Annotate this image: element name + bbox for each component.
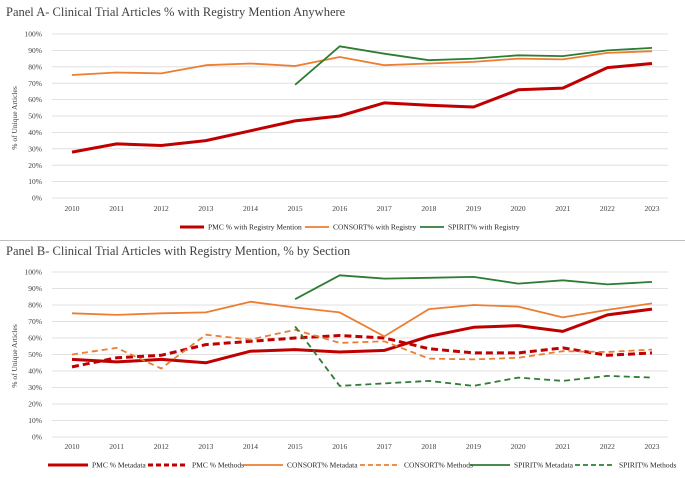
panel-b-x-tick-label: 2021 [555, 442, 570, 451]
panel-b-y-tick-label: 50% [28, 350, 42, 359]
panel-a-legend: PMC % with Registry Mention CONSORT% with… [180, 223, 520, 232]
panel-b-x-tick-labels: 2010 2011 2012 2013 2014 2015 2016 2017 2018 2019… [65, 442, 660, 451]
panel-a-legend-label: SPIRIT% with Registry [448, 223, 520, 232]
panel-b-x-tick-label: 2014 [243, 442, 258, 451]
panel-b-legend-label: PMC % Methods [192, 461, 244, 470]
panel-b-y-tick-label: 80% [28, 301, 42, 310]
panel-b-series-spirit-pct-metadata [294, 274, 653, 300]
panel-a-y-tick-label: 10% [28, 177, 42, 186]
panel-a-x-tick-label: 2013 [198, 204, 213, 213]
panel-b-legend-label: SPIRIT% Methods [619, 461, 676, 470]
panel-b-series-pmc-pct-metadata [71, 307, 653, 365]
panel-b-x-tick-label: 2016 [332, 442, 347, 451]
panel-a-y-tick-label: 40% [28, 128, 42, 137]
panel-b-y-tick-label: 10% [28, 416, 42, 425]
panel-a-series-consort-pct-with-registry [71, 50, 653, 76]
panel-b-x-tick-label: 2011 [109, 442, 124, 451]
panel-a-x-tick-label: 2021 [555, 204, 570, 213]
panel-a-x-tick-label: 2011 [109, 204, 124, 213]
panel-b-y-tick-label: 100% [25, 268, 43, 277]
panel-b-chart: Panel B- Clinical Trial Articles with Re… [6, 244, 676, 470]
panel-a-series [71, 45, 653, 154]
panel-b-x-tick-label: 2015 [288, 442, 303, 451]
panel-b-x-tick-label: 2023 [645, 442, 660, 451]
panel-b-x-tick-label: 2010 [65, 442, 80, 451]
panel-b-x-tick-label: 2013 [198, 442, 213, 451]
panel-b-x-tick-label: 2012 [154, 442, 169, 451]
panel-a-x-tick-label: 2014 [243, 204, 258, 213]
panel-b-legend-label: CONSORT% Methods [404, 461, 473, 470]
panel-b-y-tick-label: 0% [32, 433, 42, 442]
panel-a-legend-label: CONSORT% with Registry [333, 223, 417, 232]
panel-b-y-tick-labels: 0% 10% 20% 30% 40% 50% 60% 70% 80% 90% 100% [25, 268, 43, 442]
panel-b-legend-label: PMC % Metadata [92, 461, 146, 470]
panel-a-y-tick-label: 80% [28, 62, 42, 71]
panel-a-y-tick-label: 30% [28, 144, 42, 153]
panel-b-legend-label: CONSORT% Metadata [287, 461, 358, 470]
panel-b-x-tick-label: 2022 [600, 442, 615, 451]
panel-a-legend-label: PMC % with Registry Mention [208, 223, 302, 232]
panel-a-x-tick-label: 2023 [645, 204, 660, 213]
panel-a-y-tick-label: 60% [28, 95, 42, 104]
panel-b-legend-label: SPIRIT% Metadata [514, 461, 574, 470]
panel-b-title: Panel B- Clinical Trial Articles with Re… [6, 244, 351, 258]
panel-b-series [71, 274, 653, 387]
panel-b-y-tick-label: 70% [28, 317, 42, 326]
panel-a-y-axis-label: % of Unique Articles [10, 86, 19, 150]
panel-b-y-tick-label: 40% [28, 367, 42, 376]
panel-a-x-tick-label: 2016 [332, 204, 347, 213]
panel-b-y-tick-label: 20% [28, 400, 42, 409]
panel-a-chart: Panel A- Clinical Trial Articles % with … [6, 5, 668, 232]
panel-a-y-tick-labels: 0% 10% 20% 30% 40% 50% 60% 70% 80% 90% 100% [25, 30, 43, 203]
panel-a-series-spirit-pct-with-registry [294, 45, 653, 86]
panel-a-series-pmc-pct-with-registry-mention [71, 62, 653, 154]
panel-b-x-tick-label: 2018 [421, 442, 436, 451]
panel-a-y-tick-label: 50% [28, 112, 42, 121]
panel-a-y-tick-label: 70% [28, 79, 42, 88]
panel-a-x-tick-label: 2012 [154, 204, 169, 213]
panel-b-series-consort-pct-methods [71, 328, 653, 370]
panel-a-y-tick-label: 20% [28, 161, 42, 170]
panel-b-x-tick-label: 2019 [466, 442, 481, 451]
panel-a-x-tick-label: 2022 [600, 204, 615, 213]
panel-b-y-tick-label: 30% [28, 383, 42, 392]
panel-a-x-tick-label: 2015 [288, 204, 303, 213]
panel-a-x-tick-label: 2020 [511, 204, 526, 213]
panel-b-x-tick-label: 2020 [511, 442, 526, 451]
panel-b-series-consort-pct-metadata [71, 300, 653, 338]
panel-b-series-pmc-pct-methods [71, 334, 653, 369]
panel-b-legend: PMC % Metadata PMC % Methods CONSORT% Meta… [48, 461, 676, 470]
panel-b-x-tick-label: 2017 [377, 442, 392, 451]
panel-a-y-tick-label: 100% [25, 30, 43, 39]
panel-a-y-tick-label: 0% [32, 194, 42, 203]
panel-a-x-tick-label: 2010 [65, 204, 80, 213]
panel-b-y-tick-label: 60% [28, 334, 42, 343]
panel-a-y-tick-label: 90% [28, 46, 42, 55]
panel-a-x-tick-label: 2018 [421, 204, 436, 213]
panel-a-gridlines [52, 33, 668, 199]
panel-a-x-tick-label: 2017 [377, 204, 392, 213]
panel-b-y-tick-label: 90% [28, 284, 42, 293]
panel-a-x-tick-label: 2019 [466, 204, 481, 213]
panel-a-x-tick-labels: 2010 2011 2012 2013 2014 2015 2016 2017 2018 2019… [65, 204, 660, 213]
panel-a-title: Panel A- Clinical Trial Articles % with … [6, 5, 346, 19]
panel-b-y-axis-label: % of Unique Articles [10, 324, 19, 388]
